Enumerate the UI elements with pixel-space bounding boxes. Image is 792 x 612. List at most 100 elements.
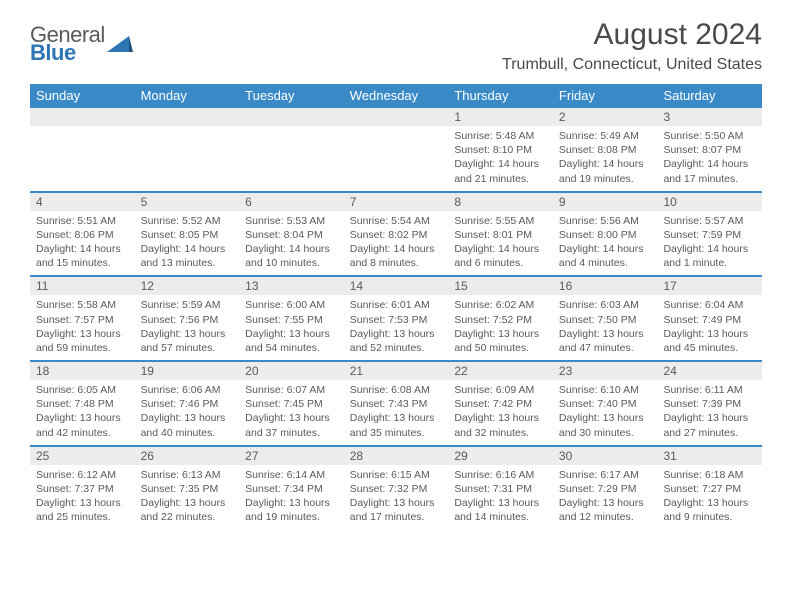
sunset-text: Sunset: 7:27 PM — [663, 482, 756, 496]
daylight-text-2: and 15 minutes. — [36, 256, 129, 270]
day-number — [30, 108, 135, 126]
day-number: 25 — [30, 447, 135, 465]
sunset-text: Sunset: 7:45 PM — [245, 397, 338, 411]
sunrise-text: Sunrise: 6:08 AM — [350, 383, 443, 397]
day-cell: Sunrise: 6:06 AMSunset: 7:46 PMDaylight:… — [135, 380, 240, 445]
daylight-text-1: Daylight: 13 hours — [36, 411, 129, 425]
daylight-text-1: Daylight: 13 hours — [350, 411, 443, 425]
sunset-text: Sunset: 8:05 PM — [141, 228, 234, 242]
day-number: 10 — [657, 193, 762, 211]
day-cell: Sunrise: 6:04 AMSunset: 7:49 PMDaylight:… — [657, 295, 762, 360]
day-number: 1 — [448, 108, 553, 126]
day-cell: Sunrise: 5:48 AMSunset: 8:10 PMDaylight:… — [448, 126, 553, 191]
sunrise-text: Sunrise: 5:58 AM — [36, 298, 129, 312]
week-date-row: 45678910 — [30, 193, 762, 211]
sunset-text: Sunset: 7:48 PM — [36, 397, 129, 411]
day-cell: Sunrise: 6:03 AMSunset: 7:50 PMDaylight:… — [553, 295, 658, 360]
day-cell: Sunrise: 5:57 AMSunset: 7:59 PMDaylight:… — [657, 211, 762, 276]
week-date-row: 123 — [30, 108, 762, 126]
day-number: 4 — [30, 193, 135, 211]
daylight-text-2: and 25 minutes. — [36, 510, 129, 524]
sunset-text: Sunset: 7:50 PM — [559, 313, 652, 327]
day-cell: Sunrise: 6:14 AMSunset: 7:34 PMDaylight:… — [239, 465, 344, 530]
logo-word-2: Blue — [30, 42, 105, 64]
sunset-text: Sunset: 7:39 PM — [663, 397, 756, 411]
day-number: 9 — [553, 193, 658, 211]
daylight-text-2: and 12 minutes. — [559, 510, 652, 524]
sunrise-text: Sunrise: 6:06 AM — [141, 383, 234, 397]
day-number: 30 — [553, 447, 658, 465]
day-cell: Sunrise: 6:01 AMSunset: 7:53 PMDaylight:… — [344, 295, 449, 360]
day-header: Sunday — [30, 84, 135, 108]
sunset-text: Sunset: 7:49 PM — [663, 313, 756, 327]
daylight-text-1: Daylight: 14 hours — [141, 242, 234, 256]
daylight-text-1: Daylight: 13 hours — [559, 327, 652, 341]
sunrise-text: Sunrise: 5:53 AM — [245, 214, 338, 228]
daylight-text-2: and 59 minutes. — [36, 341, 129, 355]
daylight-text-1: Daylight: 13 hours — [245, 411, 338, 425]
daylight-text-2: and 40 minutes. — [141, 426, 234, 440]
daylight-text-1: Daylight: 13 hours — [350, 496, 443, 510]
sunset-text: Sunset: 7:57 PM — [36, 313, 129, 327]
daylight-text-2: and 17 minutes. — [663, 172, 756, 186]
daylight-text-1: Daylight: 13 hours — [36, 496, 129, 510]
sunset-text: Sunset: 7:31 PM — [454, 482, 547, 496]
week-content-row: Sunrise: 5:51 AMSunset: 8:06 PMDaylight:… — [30, 211, 762, 276]
daylight-text-1: Daylight: 14 hours — [454, 157, 547, 171]
day-number: 18 — [30, 362, 135, 380]
day-cell: Sunrise: 5:53 AMSunset: 8:04 PMDaylight:… — [239, 211, 344, 276]
day-cell: Sunrise: 6:10 AMSunset: 7:40 PMDaylight:… — [553, 380, 658, 445]
daylight-text-1: Daylight: 14 hours — [36, 242, 129, 256]
sunrise-text: Sunrise: 5:50 AM — [663, 129, 756, 143]
day-number: 24 — [657, 362, 762, 380]
day-number: 11 — [30, 277, 135, 295]
week-row: 123Sunrise: 5:48 AMSunset: 8:10 PMDaylig… — [30, 108, 762, 191]
day-number: 19 — [135, 362, 240, 380]
daylight-text-2: and 4 minutes. — [559, 256, 652, 270]
daylight-text-1: Daylight: 13 hours — [454, 411, 547, 425]
sunrise-text: Sunrise: 6:15 AM — [350, 468, 443, 482]
daylight-text-2: and 1 minute. — [663, 256, 756, 270]
daylight-text-2: and 35 minutes. — [350, 426, 443, 440]
daylight-text-2: and 10 minutes. — [245, 256, 338, 270]
daylight-text-1: Daylight: 14 hours — [454, 242, 547, 256]
daylight-text-2: and 14 minutes. — [454, 510, 547, 524]
day-number: 8 — [448, 193, 553, 211]
day-number — [344, 108, 449, 126]
sunset-text: Sunset: 8:04 PM — [245, 228, 338, 242]
sunset-text: Sunset: 8:00 PM — [559, 228, 652, 242]
day-cell: Sunrise: 6:00 AMSunset: 7:55 PMDaylight:… — [239, 295, 344, 360]
sunset-text: Sunset: 8:06 PM — [36, 228, 129, 242]
calendar-page: General Blue August 2024 Trumbull, Conne… — [0, 0, 792, 539]
calendar: SundayMondayTuesdayWednesdayThursdayFrid… — [30, 84, 762, 529]
daylight-text-2: and 17 minutes. — [350, 510, 443, 524]
sunrise-text: Sunrise: 6:10 AM — [559, 383, 652, 397]
day-number: 26 — [135, 447, 240, 465]
day-cell: Sunrise: 5:49 AMSunset: 8:08 PMDaylight:… — [553, 126, 658, 191]
daylight-text-2: and 27 minutes. — [663, 426, 756, 440]
sunrise-text: Sunrise: 5:55 AM — [454, 214, 547, 228]
logo-text: General Blue — [30, 24, 105, 64]
daylight-text-2: and 32 minutes. — [454, 426, 547, 440]
sunset-text: Sunset: 7:59 PM — [663, 228, 756, 242]
sunrise-text: Sunrise: 5:57 AM — [663, 214, 756, 228]
sunset-text: Sunset: 7:53 PM — [350, 313, 443, 327]
sunrise-text: Sunrise: 5:59 AM — [141, 298, 234, 312]
header: General Blue August 2024 Trumbull, Conne… — [30, 18, 762, 78]
day-header-row: SundayMondayTuesdayWednesdayThursdayFrid… — [30, 84, 762, 108]
day-number: 13 — [239, 277, 344, 295]
day-header: Friday — [553, 84, 658, 108]
daylight-text-2: and 22 minutes. — [141, 510, 234, 524]
daylight-text-2: and 57 minutes. — [141, 341, 234, 355]
week-row: 18192021222324Sunrise: 6:05 AMSunset: 7:… — [30, 360, 762, 445]
sunset-text: Sunset: 7:52 PM — [454, 313, 547, 327]
day-number — [239, 108, 344, 126]
day-cell — [239, 126, 344, 191]
day-header: Thursday — [448, 84, 553, 108]
daylight-text-1: Daylight: 14 hours — [663, 242, 756, 256]
day-cell: Sunrise: 6:16 AMSunset: 7:31 PMDaylight:… — [448, 465, 553, 530]
sunset-text: Sunset: 7:37 PM — [36, 482, 129, 496]
sunset-text: Sunset: 8:08 PM — [559, 143, 652, 157]
daylight-text-2: and 42 minutes. — [36, 426, 129, 440]
daylight-text-1: Daylight: 13 hours — [559, 496, 652, 510]
